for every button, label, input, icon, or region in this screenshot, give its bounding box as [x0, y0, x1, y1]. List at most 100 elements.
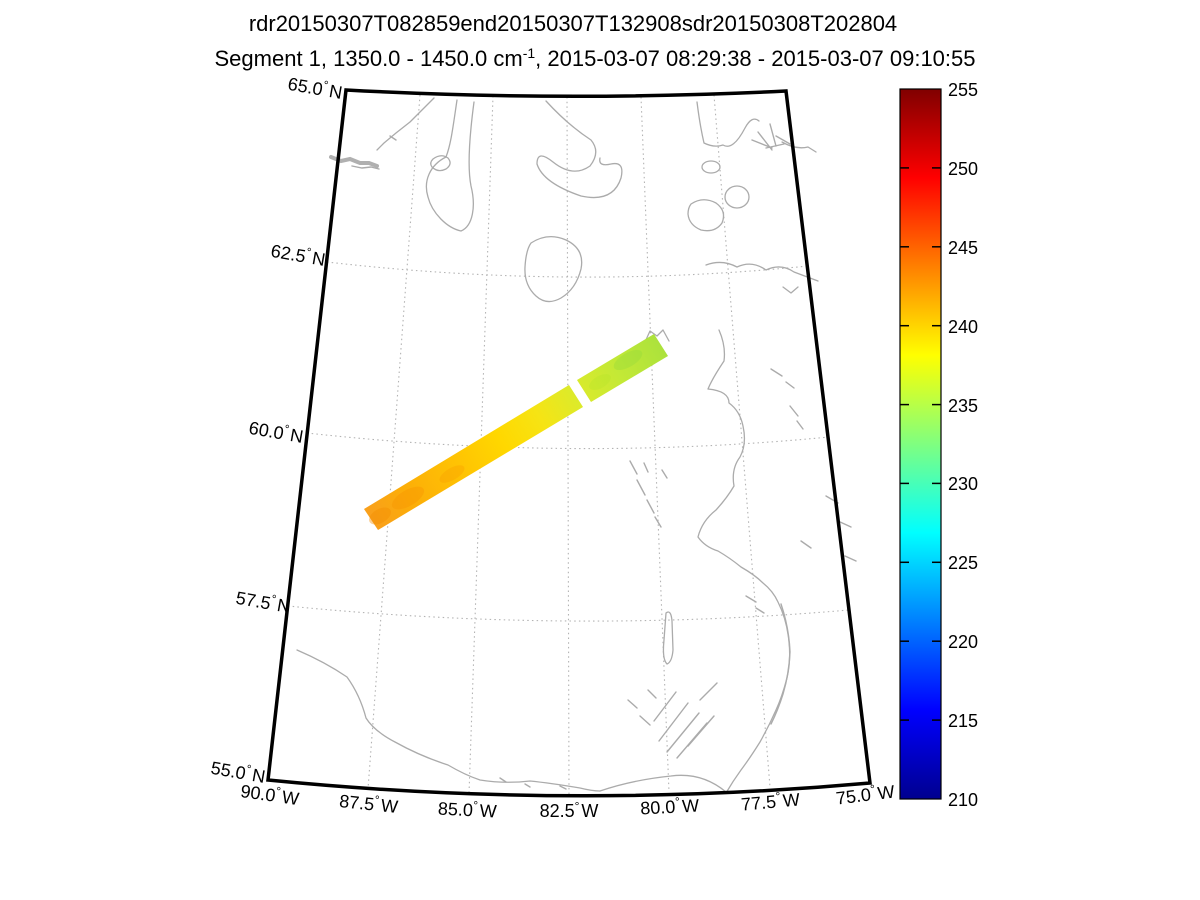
coastline-segment: [705, 261, 819, 294]
hemisphere: W: [782, 789, 801, 810]
coastline-lakes: [499, 368, 857, 790]
hemisphere: N: [289, 425, 305, 447]
degree-symbol: °: [675, 794, 681, 808]
map-frame-border: [266, 88, 872, 798]
coastline-island: [430, 155, 451, 172]
colorbar-label: 255: [948, 80, 978, 100]
coastline-segment: [376, 97, 435, 151]
coastline-segment: [644, 329, 670, 343]
coastline-james-bay: [599, 774, 727, 793]
graticule-meridian-77.5W: [713, 94, 771, 788]
lat-value: 55.0: [209, 758, 247, 784]
lat-label-65N: 65.0°N: [286, 72, 344, 103]
degree-symbol: °: [305, 245, 312, 260]
coastline-island-cluster: [751, 123, 791, 151]
coastline-east-hudson-bay: [697, 329, 791, 794]
degree-symbol: °: [869, 782, 876, 797]
longitude-labels: 90.0°W 87.5°W 85.0°W 82.5° W 80.0°W 77.5°…: [239, 779, 896, 821]
lon-label-87.5W: 87.5°W: [338, 789, 399, 817]
hemisphere: W: [479, 801, 497, 822]
coastline-belcher-islands: [629, 460, 668, 528]
lon-label-75W: 75.0°W: [835, 780, 896, 809]
degree-symbol: °: [270, 592, 277, 607]
lat-value: 65.0: [286, 74, 324, 100]
lat-label-57.5N: 57.5°N: [234, 586, 292, 617]
colorbar-label: 235: [948, 396, 978, 416]
hemisphere: N: [328, 81, 344, 103]
hemisphere: N: [311, 248, 327, 270]
lat-label-60N: 60.0°N: [247, 416, 305, 447]
swath-texture: [369, 507, 391, 525]
subtitle-suffix: , 2015-03-07 08:29:38 - 2015-03-07 09:10…: [535, 46, 975, 71]
figure-subtitle: Segment 1, 1350.0 - 1450.0 cm-1, 2015-03…: [215, 45, 976, 71]
subtitle-superscript: -1: [523, 45, 536, 61]
swath-segment-b: [577, 334, 668, 402]
lon-value: 85.0: [437, 798, 473, 820]
degree-symbol: °: [473, 798, 479, 812]
swath-texture: [439, 465, 465, 483]
colorbar-label: 215: [948, 711, 978, 731]
lon-value: 80.0: [640, 797, 676, 819]
coastline-archipelago: [351, 135, 397, 170]
coastline-segment: [696, 101, 760, 147]
coastline-island: [701, 160, 721, 174]
hemisphere: W: [581, 801, 598, 821]
hemisphere: N: [276, 595, 292, 617]
colorbar-label: 230: [948, 474, 978, 494]
graticule: [287, 94, 850, 796]
lat-label-55N: 55.0°N: [209, 756, 267, 787]
graticule-parallel-60N: [306, 432, 830, 450]
colorbar-ticks: [900, 167, 941, 721]
degree-symbol: °: [275, 784, 282, 799]
degree-symbol: °: [374, 793, 380, 807]
coastline-island: [687, 199, 725, 232]
lon-label-82.5W: 82.5° W: [540, 799, 599, 821]
colorbar: 255 250 245 240 235 230 225 220 215 210: [899, 80, 978, 810]
lon-label-77.5W: 77.5°W: [740, 788, 801, 815]
graticule-meridian-80W: [640, 96, 670, 793]
graticule-meridian-87.5W: [367, 94, 421, 790]
latitude-labels: 65.0°N 62.5°N 60.0°N 57.5°N 55.0°N: [209, 72, 344, 787]
colorbar-labels: 255 250 245 240 235 230 225 220 215 210: [948, 80, 978, 810]
hemisphere: W: [876, 782, 895, 804]
lon-value: 75.0: [835, 784, 872, 808]
lon-value: 82.5: [540, 801, 575, 821]
lon-label-85W: 85.0°W: [437, 796, 497, 821]
lat-value: 60.0: [247, 418, 285, 444]
colorbar-label: 210: [948, 790, 978, 810]
degree-symbol: °: [245, 762, 252, 777]
lat-label-62.5N: 62.5°N: [269, 239, 327, 270]
lat-value: 57.5: [234, 588, 272, 614]
degree-symbol: °: [575, 799, 580, 813]
coastline-segment: [536, 100, 623, 199]
graticule-meridian-82.5W: [566, 96, 570, 796]
colorbar-label: 250: [948, 159, 978, 179]
hemisphere: W: [682, 795, 700, 816]
coastline-island: [724, 185, 750, 209]
hemisphere: W: [281, 787, 301, 809]
colorbar-label: 225: [948, 553, 978, 573]
figure-title: rdr20150307T082859end20150307T132908sdr2…: [249, 11, 897, 36]
swath-texture: [589, 374, 611, 390]
coastline-segment: [781, 141, 817, 153]
colorbar-label: 240: [948, 317, 978, 337]
coastline-inlet: [425, 99, 475, 232]
lon-value: 90.0: [239, 781, 276, 806]
swath-segment-a: [364, 385, 583, 530]
colorbar-gradient: [899, 88, 942, 800]
coastlines: [296, 97, 857, 794]
lon-label-90W: 90.0°W: [239, 779, 300, 809]
swath-texture: [613, 349, 643, 371]
swath-texture: [391, 486, 425, 510]
hemisphere: W: [380, 795, 399, 817]
coastline-offshore: [770, 603, 791, 725]
coastline-island: [524, 236, 583, 303]
coastline-south-hudson-bay: [296, 649, 601, 792]
degree-symbol: °: [775, 789, 781, 803]
colorbar-label: 245: [948, 238, 978, 258]
colorbar-label: 220: [948, 632, 978, 652]
coastline-lake: [662, 611, 674, 665]
subtitle-prefix: Segment 1, 1350.0 - 1450.0 cm: [215, 46, 523, 71]
